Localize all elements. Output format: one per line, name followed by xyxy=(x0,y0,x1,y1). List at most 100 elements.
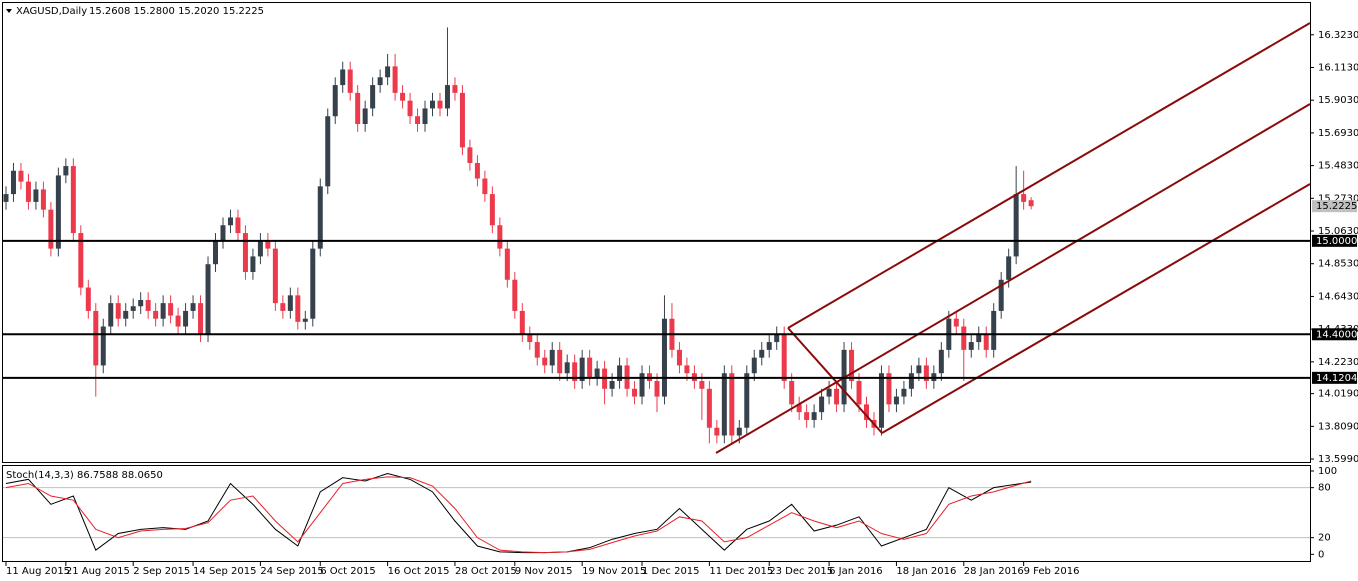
candle-body xyxy=(415,116,421,125)
candle-body xyxy=(422,108,428,125)
x-tick-label: 2 Sep 2015 xyxy=(133,566,190,577)
candle-body xyxy=(594,368,600,378)
candle-body xyxy=(70,166,76,234)
candle-body xyxy=(108,303,114,327)
candle-body xyxy=(145,300,151,311)
y-tick-label: 15.2730 xyxy=(1318,193,1358,204)
candle-body xyxy=(482,178,488,195)
candle-body xyxy=(1006,256,1012,280)
stoch-panel xyxy=(2,465,1311,562)
candle-body xyxy=(968,342,974,350)
pitchfork-line xyxy=(715,103,1311,454)
candle-body xyxy=(774,334,780,343)
y-tick-label: 14.0190 xyxy=(1318,389,1358,400)
candle-body xyxy=(639,373,645,397)
y-tick-label: 80 xyxy=(1318,483,1331,494)
level-label-box xyxy=(1312,371,1357,384)
candle-body xyxy=(504,248,510,280)
y-tick-label: 15.0630 xyxy=(1318,226,1358,237)
y-tick-label: 15.9030 xyxy=(1318,95,1358,106)
y-tick-label: 100 xyxy=(1318,466,1337,477)
candle-body xyxy=(407,100,413,117)
candle-body xyxy=(265,240,271,249)
candle-body xyxy=(347,69,353,93)
candle-body xyxy=(714,427,720,436)
candle-body xyxy=(55,175,61,249)
candle-body xyxy=(961,326,967,350)
y-tick-label: 14.8530 xyxy=(1318,259,1358,270)
candle-body xyxy=(362,108,368,125)
x-tick-label: 28 Jan 2016 xyxy=(964,566,1024,577)
candle-body xyxy=(160,303,166,319)
candle-body xyxy=(33,189,39,202)
candle-body xyxy=(901,388,907,397)
candle-body xyxy=(459,92,465,148)
candle-body xyxy=(138,300,144,307)
candle-body xyxy=(175,315,181,327)
candle-body xyxy=(250,256,256,272)
x-tick-label: 11 Aug 2015 xyxy=(6,566,70,577)
candle-body xyxy=(617,365,623,382)
pitchfork-line xyxy=(881,183,1311,434)
candle-body xyxy=(729,373,735,436)
candle-body xyxy=(632,388,638,397)
candle-body xyxy=(572,362,578,382)
x-tick-label: 6 Oct 2015 xyxy=(320,566,375,577)
candle-body xyxy=(789,381,795,405)
candle-body xyxy=(123,310,129,319)
candle-body xyxy=(63,166,69,176)
candle-body xyxy=(864,404,870,420)
candle-body xyxy=(295,295,301,322)
candle-body xyxy=(153,310,159,319)
x-tick-label: 28 Oct 2015 xyxy=(455,566,517,577)
candle-body xyxy=(332,85,338,117)
level-label: 15.0000 xyxy=(1316,236,1357,247)
candle-body xyxy=(1013,194,1019,257)
candle-body xyxy=(190,303,196,311)
y-tick-label: 0 xyxy=(1318,549,1324,560)
x-tick-label: 9 Feb 2016 xyxy=(1024,566,1080,577)
candle-body xyxy=(534,342,540,358)
candle-body xyxy=(654,381,660,397)
level-label-box xyxy=(1312,234,1357,247)
candle-body xyxy=(302,318,308,322)
candle-body xyxy=(564,362,570,374)
candle-body xyxy=(781,334,787,382)
x-tick-label: 24 Sep 2015 xyxy=(260,566,323,577)
candle-body xyxy=(93,310,99,366)
x-tick-label: 19 Nov 2015 xyxy=(582,566,646,577)
x-tick-label: 16 Oct 2015 xyxy=(388,566,450,577)
y-tick-label: 20 xyxy=(1318,533,1331,544)
candle-body xyxy=(519,310,525,335)
candle-body xyxy=(205,264,211,335)
x-tick-label: 6 Jan 2016 xyxy=(829,566,883,577)
candle-body xyxy=(18,170,24,182)
candle-body xyxy=(355,92,361,125)
candle-body xyxy=(242,233,248,272)
x-tick-label: 23 Dec 2015 xyxy=(769,566,833,577)
candle-body xyxy=(811,412,817,420)
candle-body xyxy=(923,365,929,382)
candle-body xyxy=(796,404,802,413)
menu-icon[interactable] xyxy=(6,9,12,13)
candle-body xyxy=(85,287,91,311)
y-tick-label: 14.6430 xyxy=(1318,291,1358,302)
x-tick-label: 11 Dec 2015 xyxy=(709,566,773,577)
candle-body xyxy=(557,349,563,374)
y-tick-label: 16.3230 xyxy=(1318,30,1358,41)
candle-body xyxy=(325,116,331,187)
candle-body xyxy=(3,194,9,202)
candle-body xyxy=(998,279,1004,311)
x-tick-label: 9 Nov 2015 xyxy=(515,566,573,577)
candle-body xyxy=(489,194,495,226)
candle-body xyxy=(804,412,810,420)
candle-body xyxy=(198,303,204,335)
price-label: 15.2225 xyxy=(1316,201,1357,212)
candle-body xyxy=(100,326,106,366)
candle-body xyxy=(10,170,16,195)
y-tick-label: 13.5990 xyxy=(1318,454,1358,465)
candle-body xyxy=(437,100,443,109)
candle-body xyxy=(744,373,750,428)
candle-body xyxy=(227,217,233,226)
